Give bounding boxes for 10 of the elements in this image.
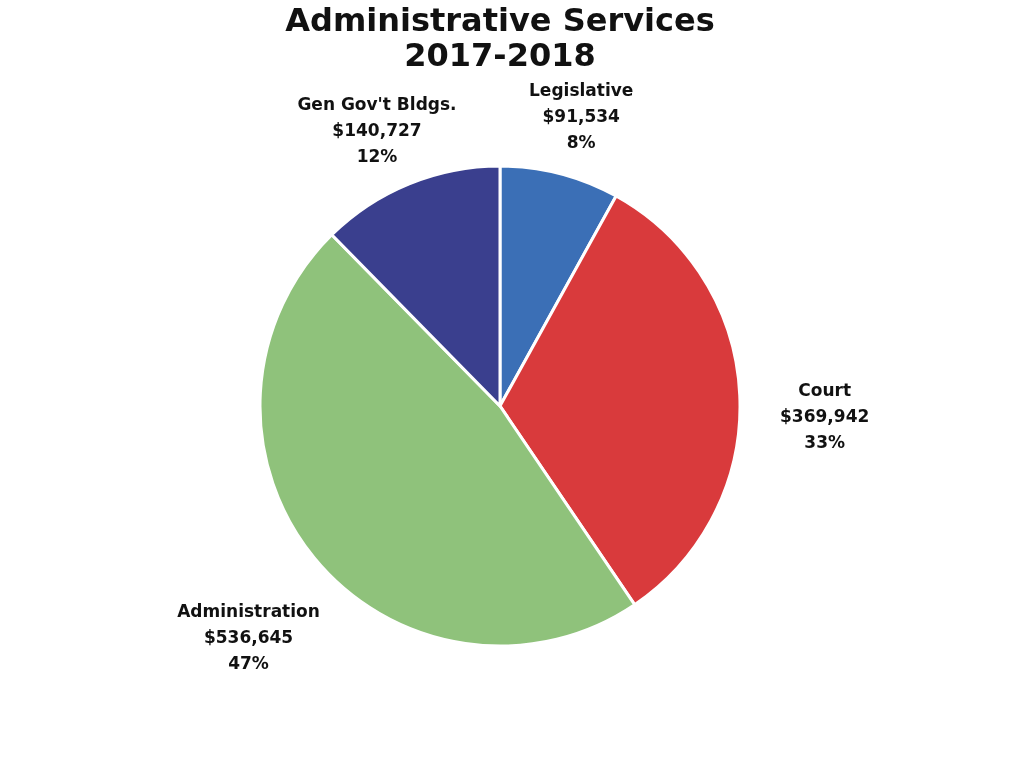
slice-label: Court (798, 380, 852, 401)
slice-label: Legislative (529, 80, 634, 101)
slice-label: Gen Gov't Bldgs. (297, 94, 457, 115)
chart-title: Administrative Services (285, 1, 715, 39)
chart-subtitle: 2017-2018 (404, 36, 596, 74)
slice-label: Administration (177, 600, 320, 621)
data-label: $369,942 33% (780, 406, 870, 453)
data-label: $536,645 47% (203, 626, 294, 673)
data-label: $91,534 8% (542, 106, 621, 153)
data-label: $140,727 12% (332, 120, 422, 167)
